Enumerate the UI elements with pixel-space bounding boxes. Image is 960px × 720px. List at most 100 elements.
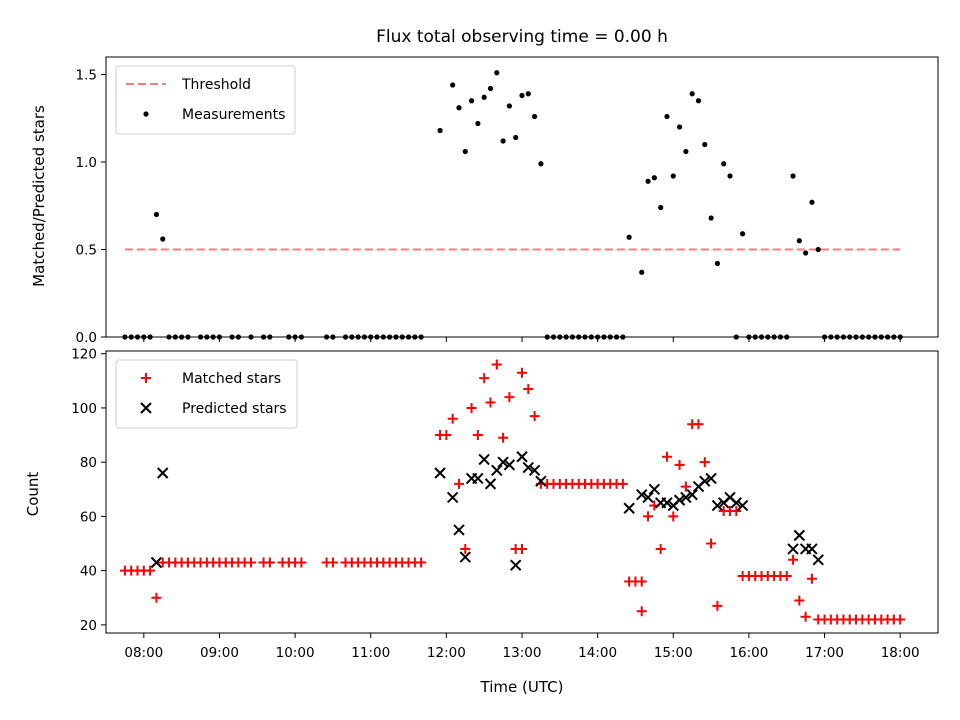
x-tick-label: 09:00	[200, 645, 239, 661]
measurement-point	[450, 82, 456, 88]
matched-stars-point	[529, 411, 540, 422]
matched-stars-point	[731, 505, 742, 516]
measurement-point	[790, 173, 796, 179]
measurement-point	[481, 94, 487, 100]
measurement-point	[538, 161, 544, 167]
measurement-point	[796, 238, 802, 244]
measurement-point	[689, 91, 695, 97]
predicted-stars-point	[680, 491, 692, 504]
legend-measurement-swatch	[143, 111, 149, 117]
legend-label: Predicted stars	[182, 401, 287, 417]
y-tick-label: 40	[80, 564, 97, 580]
legend-matched-swatch	[141, 373, 151, 383]
x-tick-label: 08:00	[124, 645, 163, 661]
measurement-point	[456, 105, 462, 111]
x-tick-label: 14:00	[578, 645, 617, 661]
predicted-stars-point	[736, 499, 749, 512]
matched-stars-point	[643, 511, 654, 522]
matched-stars-point	[699, 457, 710, 468]
matched-stars-point	[485, 397, 496, 408]
predicted-stars-point	[157, 467, 169, 479]
y-tick-label: 120	[71, 347, 97, 363]
axes-frame	[105, 350, 939, 634]
y-tick-label: 1.5	[76, 68, 97, 84]
predicted-stars-point	[509, 559, 522, 571]
measurement-point	[153, 211, 160, 218]
predicted-stars-point	[503, 459, 516, 471]
matched-stars-point	[674, 459, 685, 470]
matched-stars-point	[460, 543, 471, 554]
predicted-stars-point	[522, 461, 535, 474]
predicted-stars-point	[446, 491, 459, 504]
legend: Matched stars Predicted stars	[115, 359, 298, 429]
matched-stars-point	[151, 592, 162, 603]
measurement-point	[676, 124, 683, 130]
matched-stars-point	[661, 451, 672, 462]
matched-stars-point	[472, 430, 483, 441]
matched-stars-point	[895, 614, 906, 625]
matched-stars-point	[441, 430, 452, 441]
measurement-point	[803, 250, 809, 256]
matched-stars-point	[264, 557, 275, 568]
measurement-point	[626, 234, 632, 240]
predicted-stars-point	[730, 497, 743, 509]
x-tick-label: 10:00	[276, 645, 315, 661]
y-tick-label: 80	[80, 455, 97, 471]
matched-stars-point	[523, 383, 534, 394]
matched-stars-point	[693, 419, 704, 430]
x-tick-label: 17:00	[805, 645, 844, 661]
measurement-point	[487, 85, 494, 92]
predicted-stars-point	[484, 478, 497, 490]
y-tick-label: 100	[71, 401, 97, 417]
matched-stars-point	[327, 557, 338, 568]
measurement-point	[815, 246, 821, 253]
measurement-point	[462, 148, 468, 155]
matched-stars-point	[517, 367, 527, 378]
measurement-point	[740, 231, 746, 237]
predicted-stars-point	[711, 499, 724, 512]
measurement-point	[664, 113, 670, 120]
legend-predicted-swatch	[140, 402, 152, 414]
predicted-stars-point	[491, 464, 503, 477]
legend-box	[115, 359, 298, 429]
x-tick-label: 18:00	[881, 645, 920, 661]
x-tick-label: 16:00	[729, 645, 768, 661]
matched-stars-point	[416, 557, 427, 568]
measurement-point	[645, 178, 651, 184]
predicted-stars-point	[793, 529, 806, 542]
predicted-stars-point	[806, 543, 818, 555]
bottom-y-axis-label: Count	[24, 472, 42, 517]
matched-stars-point	[145, 565, 156, 576]
measurement-point	[506, 103, 512, 109]
measurement-point	[160, 236, 166, 242]
y-tick-label: 20	[80, 618, 97, 634]
predicted-stars-point	[528, 464, 541, 477]
matched-stars-point	[498, 432, 509, 443]
predicted-stars-point	[648, 483, 661, 495]
measurement-point	[708, 215, 714, 221]
top-panel: 0.0 0.5 1.0 1.5 Threshold Measurements	[76, 56, 939, 346]
measurement-point	[475, 120, 481, 127]
matched-stars-point	[504, 392, 515, 403]
top-y-axis-label: Matched/Predicted stars	[30, 105, 48, 287]
predicted-stars-point	[642, 491, 654, 504]
predicted-stars-point	[686, 489, 698, 501]
predicted-stars-point	[459, 551, 471, 563]
predicted-stars-point	[535, 475, 547, 487]
measurement-point	[695, 98, 702, 104]
matched-stars-point	[466, 402, 477, 413]
legend: Threshold Measurements	[115, 65, 296, 135]
legend-label: Measurements	[182, 107, 285, 123]
predicted-stars-point	[705, 472, 717, 485]
bottom-panel: 20 40 60 80 100 120 08:00 09:00 10:00 11:00 12:00 1…	[71, 347, 939, 661]
predicted-stars-point	[472, 472, 484, 485]
predicted-stars-point	[497, 456, 509, 468]
predicted-stars-point	[516, 451, 528, 463]
measurement-point	[714, 260, 720, 267]
legend-label: Threshold	[181, 77, 251, 93]
measurement-point	[683, 148, 689, 155]
predicted-stars-point	[673, 494, 686, 506]
measurement-point	[658, 204, 664, 211]
x-tick-label: 12:00	[427, 645, 466, 661]
predicted-stars-point	[812, 554, 824, 566]
